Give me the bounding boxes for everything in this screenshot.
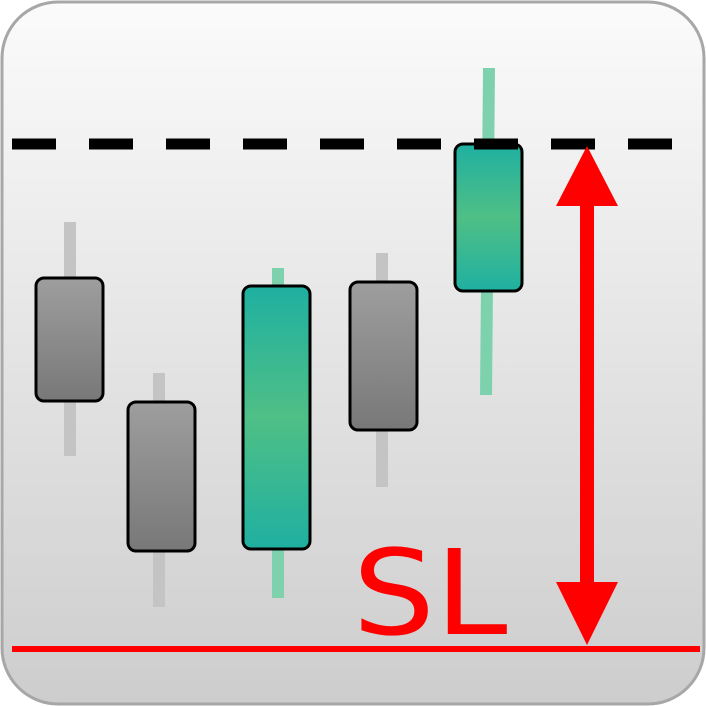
candle-1 (34, 222, 105, 456)
candle-3-body (241, 284, 312, 551)
stop-loss-line (12, 646, 700, 652)
candle-4-body (348, 280, 419, 432)
candle-2-body (126, 400, 197, 553)
candle-5-body (453, 142, 524, 293)
candle-2 (126, 373, 197, 607)
double-arrow-icon (556, 146, 618, 645)
arrow-head-down (556, 582, 618, 645)
arrow-shaft (580, 200, 594, 586)
candle-4 (348, 253, 419, 487)
candle-3 (241, 268, 312, 598)
arrow-head-up (556, 146, 618, 206)
candle-1-body (34, 276, 105, 403)
stop-loss-label: SL (353, 524, 508, 662)
